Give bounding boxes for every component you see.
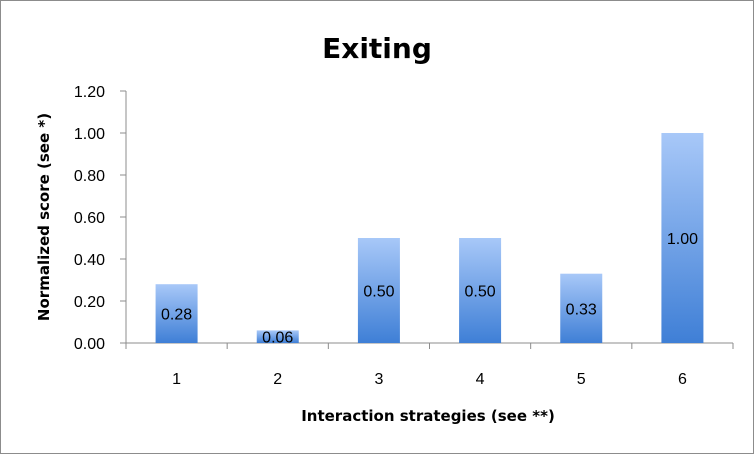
- data-label-2: 0.06: [262, 330, 293, 347]
- x-tick-group: 1 2 3 4 5 6: [125, 343, 734, 388]
- chart-title: Exiting: [322, 32, 432, 65]
- y-axis-label: Normalized score (see *): [35, 113, 53, 321]
- y-tick-label: 0.60: [74, 210, 105, 227]
- y-tick-label: 0.20: [74, 294, 105, 311]
- bar-4: [459, 238, 502, 343]
- x-tick-label: 1: [172, 371, 181, 388]
- y-tick-group: 0.00 0.20 0.40 0.60 0.80 1.00 1.20: [74, 84, 126, 353]
- x-tick-label: 4: [476, 371, 485, 388]
- x-tick-label: 3: [374, 371, 383, 388]
- data-label-5: 0.33: [566, 301, 597, 318]
- data-label-6: 1.00: [667, 231, 698, 248]
- x-tick-label: 2: [273, 371, 282, 388]
- x-axis-label: Interaction strategies (see **): [301, 407, 555, 425]
- bar-2: [256, 330, 299, 343]
- x-tick-label: 6: [678, 371, 687, 388]
- bar-group: 0.28 0.06 0.50 0.50 0.33 1.00: [155, 133, 704, 347]
- y-tick-label: 0.80: [74, 168, 105, 185]
- bar-1: [155, 284, 198, 343]
- y-tick-label: 0.00: [74, 336, 105, 353]
- bar-3: [357, 238, 400, 343]
- bar-6: [661, 133, 704, 343]
- data-label-3: 0.50: [363, 284, 394, 301]
- data-label-1: 0.28: [161, 307, 192, 324]
- bar-5: [560, 273, 603, 343]
- y-tick-label: 1.00: [74, 126, 105, 143]
- y-tick-label: 0.40: [74, 252, 105, 269]
- data-label-4: 0.50: [465, 284, 496, 301]
- x-tick-label: 5: [577, 371, 586, 388]
- y-tick-label: 1.20: [74, 84, 105, 101]
